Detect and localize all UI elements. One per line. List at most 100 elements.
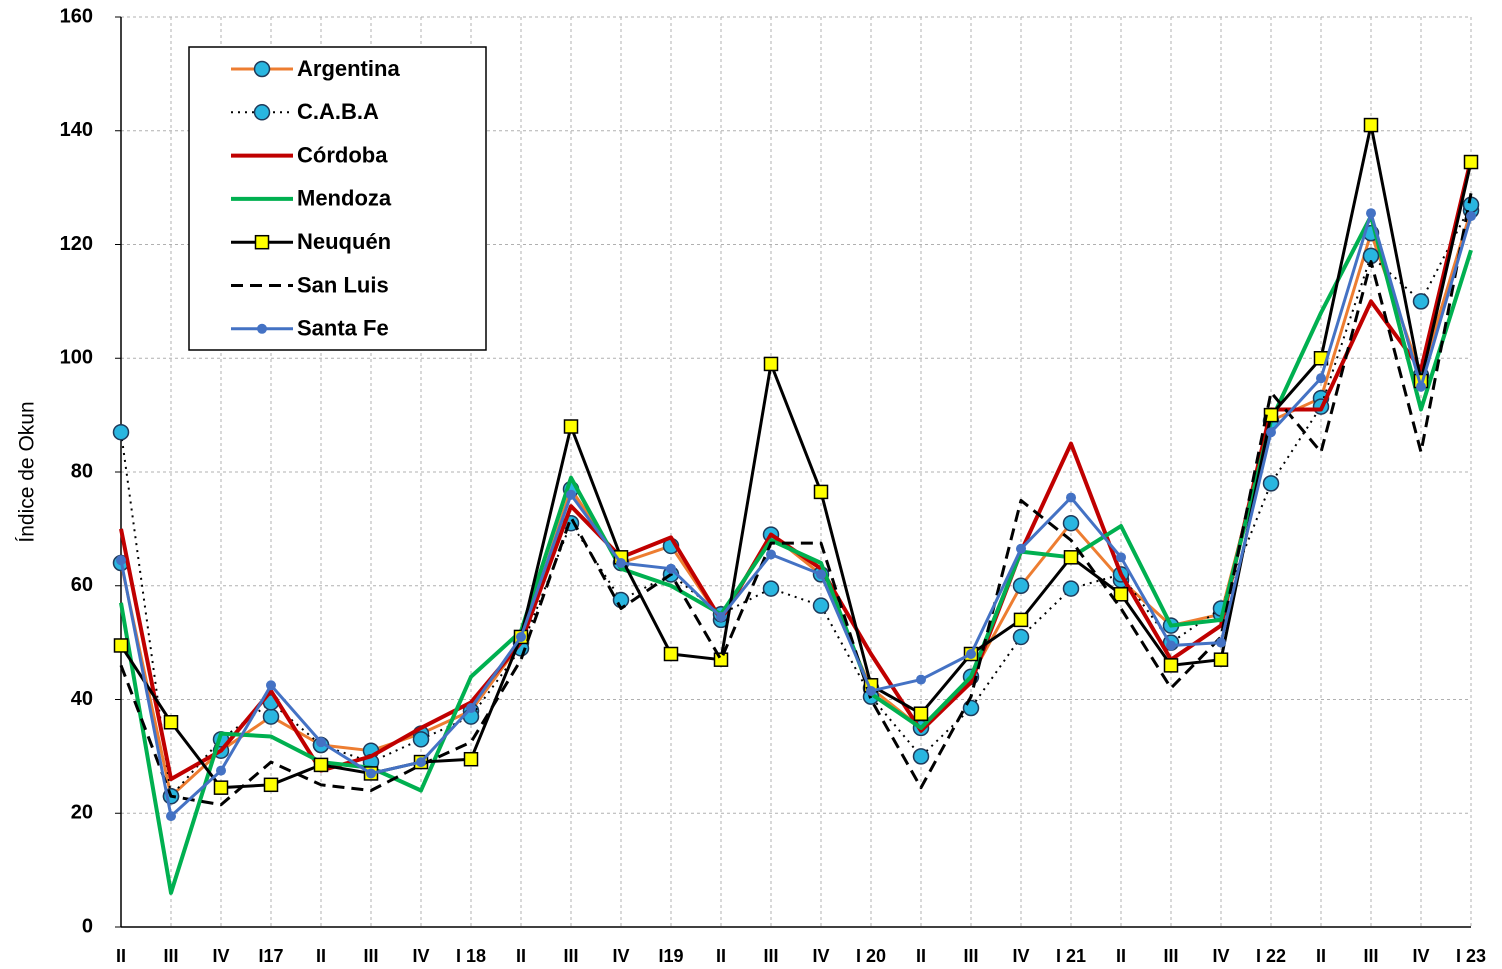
data-point <box>463 751 479 767</box>
data-point <box>1113 587 1129 602</box>
data-point <box>1012 628 1030 646</box>
data-point <box>716 612 726 623</box>
legend-label: Argentina <box>297 56 400 81</box>
data-point <box>1062 514 1080 532</box>
x-tick-label: IV <box>812 946 829 966</box>
data-point <box>766 549 776 560</box>
data-point <box>116 555 126 566</box>
x-tick-label: I17 <box>258 946 283 966</box>
y-tick-label: 0 <box>82 915 93 937</box>
data-point <box>1163 658 1179 673</box>
series <box>116 208 1476 822</box>
x-tick-label: IV <box>1012 946 1029 966</box>
data-point <box>713 652 729 667</box>
x-tick-label: II <box>116 946 126 966</box>
x-tick-label: II <box>1116 946 1126 966</box>
series <box>112 196 1480 805</box>
x-tick-label: IV <box>212 946 229 966</box>
x-tick-label: I 23 <box>1456 946 1486 966</box>
legend-label: Neuquén <box>297 229 391 254</box>
data-point <box>516 631 526 642</box>
data-point <box>1062 580 1080 597</box>
legend-label: Mendoza <box>297 186 392 211</box>
x-tick-label: I19 <box>658 946 683 966</box>
data-point <box>366 768 376 779</box>
data-point <box>1416 381 1426 392</box>
data-point <box>612 591 630 609</box>
data-point <box>916 674 926 685</box>
legend-label: Santa Fe <box>297 316 389 341</box>
series <box>119 193 1473 807</box>
data-point <box>163 715 179 730</box>
series-line <box>119 214 1473 895</box>
series <box>119 214 1473 895</box>
x-tick-label: III <box>563 946 578 966</box>
data-point <box>1066 492 1076 503</box>
y-tick-label: 40 <box>71 688 93 710</box>
series-line <box>120 204 1472 798</box>
data-point <box>316 737 326 748</box>
x-tick-label: II <box>1316 946 1326 966</box>
y-tick-label: 140 <box>60 119 93 141</box>
data-point <box>113 638 129 653</box>
y-tick-label: 20 <box>71 802 93 824</box>
x-tick-label: III <box>1163 946 1178 966</box>
data-point <box>1463 154 1479 170</box>
data-point <box>762 580 780 597</box>
data-point <box>166 811 176 822</box>
x-tick-label: III <box>163 946 178 966</box>
data-point <box>412 731 430 748</box>
legend-label: San Luis <box>297 272 389 297</box>
y-tick-label: 60 <box>71 574 93 596</box>
data-point <box>1213 652 1229 667</box>
y-tick-label: 120 <box>60 233 93 255</box>
y-tick-label: 80 <box>71 460 93 482</box>
series-line <box>119 193 1473 807</box>
x-tick-label: II <box>516 946 526 966</box>
data-point <box>112 423 130 441</box>
series-line <box>119 211 1473 818</box>
data-point <box>416 757 426 768</box>
data-point <box>1412 293 1430 310</box>
series <box>113 117 1479 795</box>
legend-label: Córdoba <box>297 142 388 167</box>
data-point <box>616 558 626 568</box>
x-tick-label: I 21 <box>1056 946 1086 966</box>
y-tick-label: 160 <box>60 5 93 27</box>
data-point <box>1466 211 1476 222</box>
data-point <box>812 597 830 614</box>
data-point <box>263 777 279 793</box>
y-axis-label: Índice de Okun <box>16 401 39 542</box>
data-point <box>1166 640 1176 651</box>
legend-marker <box>254 234 270 250</box>
data-point <box>1263 407 1279 423</box>
data-point <box>763 356 779 372</box>
data-point <box>1266 427 1276 438</box>
x-tick-label: II <box>316 946 326 966</box>
data-point <box>563 419 579 434</box>
x-tick-label: IV <box>412 946 429 966</box>
data-point <box>1016 543 1026 554</box>
data-point <box>1316 373 1326 384</box>
legend-label: C.A.B.A <box>297 99 379 124</box>
data-point <box>866 685 876 696</box>
data-point <box>313 757 329 773</box>
x-tick-label: II <box>916 946 926 966</box>
x-tick-label: IV <box>612 946 629 966</box>
data-point <box>816 569 826 580</box>
data-point <box>262 708 280 725</box>
legend-marker <box>253 104 271 121</box>
data-point <box>1216 637 1226 648</box>
data-point <box>666 563 676 574</box>
x-tick-label: IV <box>1212 946 1229 966</box>
data-point <box>913 706 929 721</box>
data-point <box>213 780 229 795</box>
data-point <box>466 703 476 714</box>
data-point <box>912 748 930 765</box>
x-tick-label: III <box>1363 946 1378 966</box>
data-point <box>1116 552 1126 563</box>
data-point <box>663 646 679 662</box>
x-tick-label: III <box>963 946 978 966</box>
data-point <box>266 680 276 691</box>
